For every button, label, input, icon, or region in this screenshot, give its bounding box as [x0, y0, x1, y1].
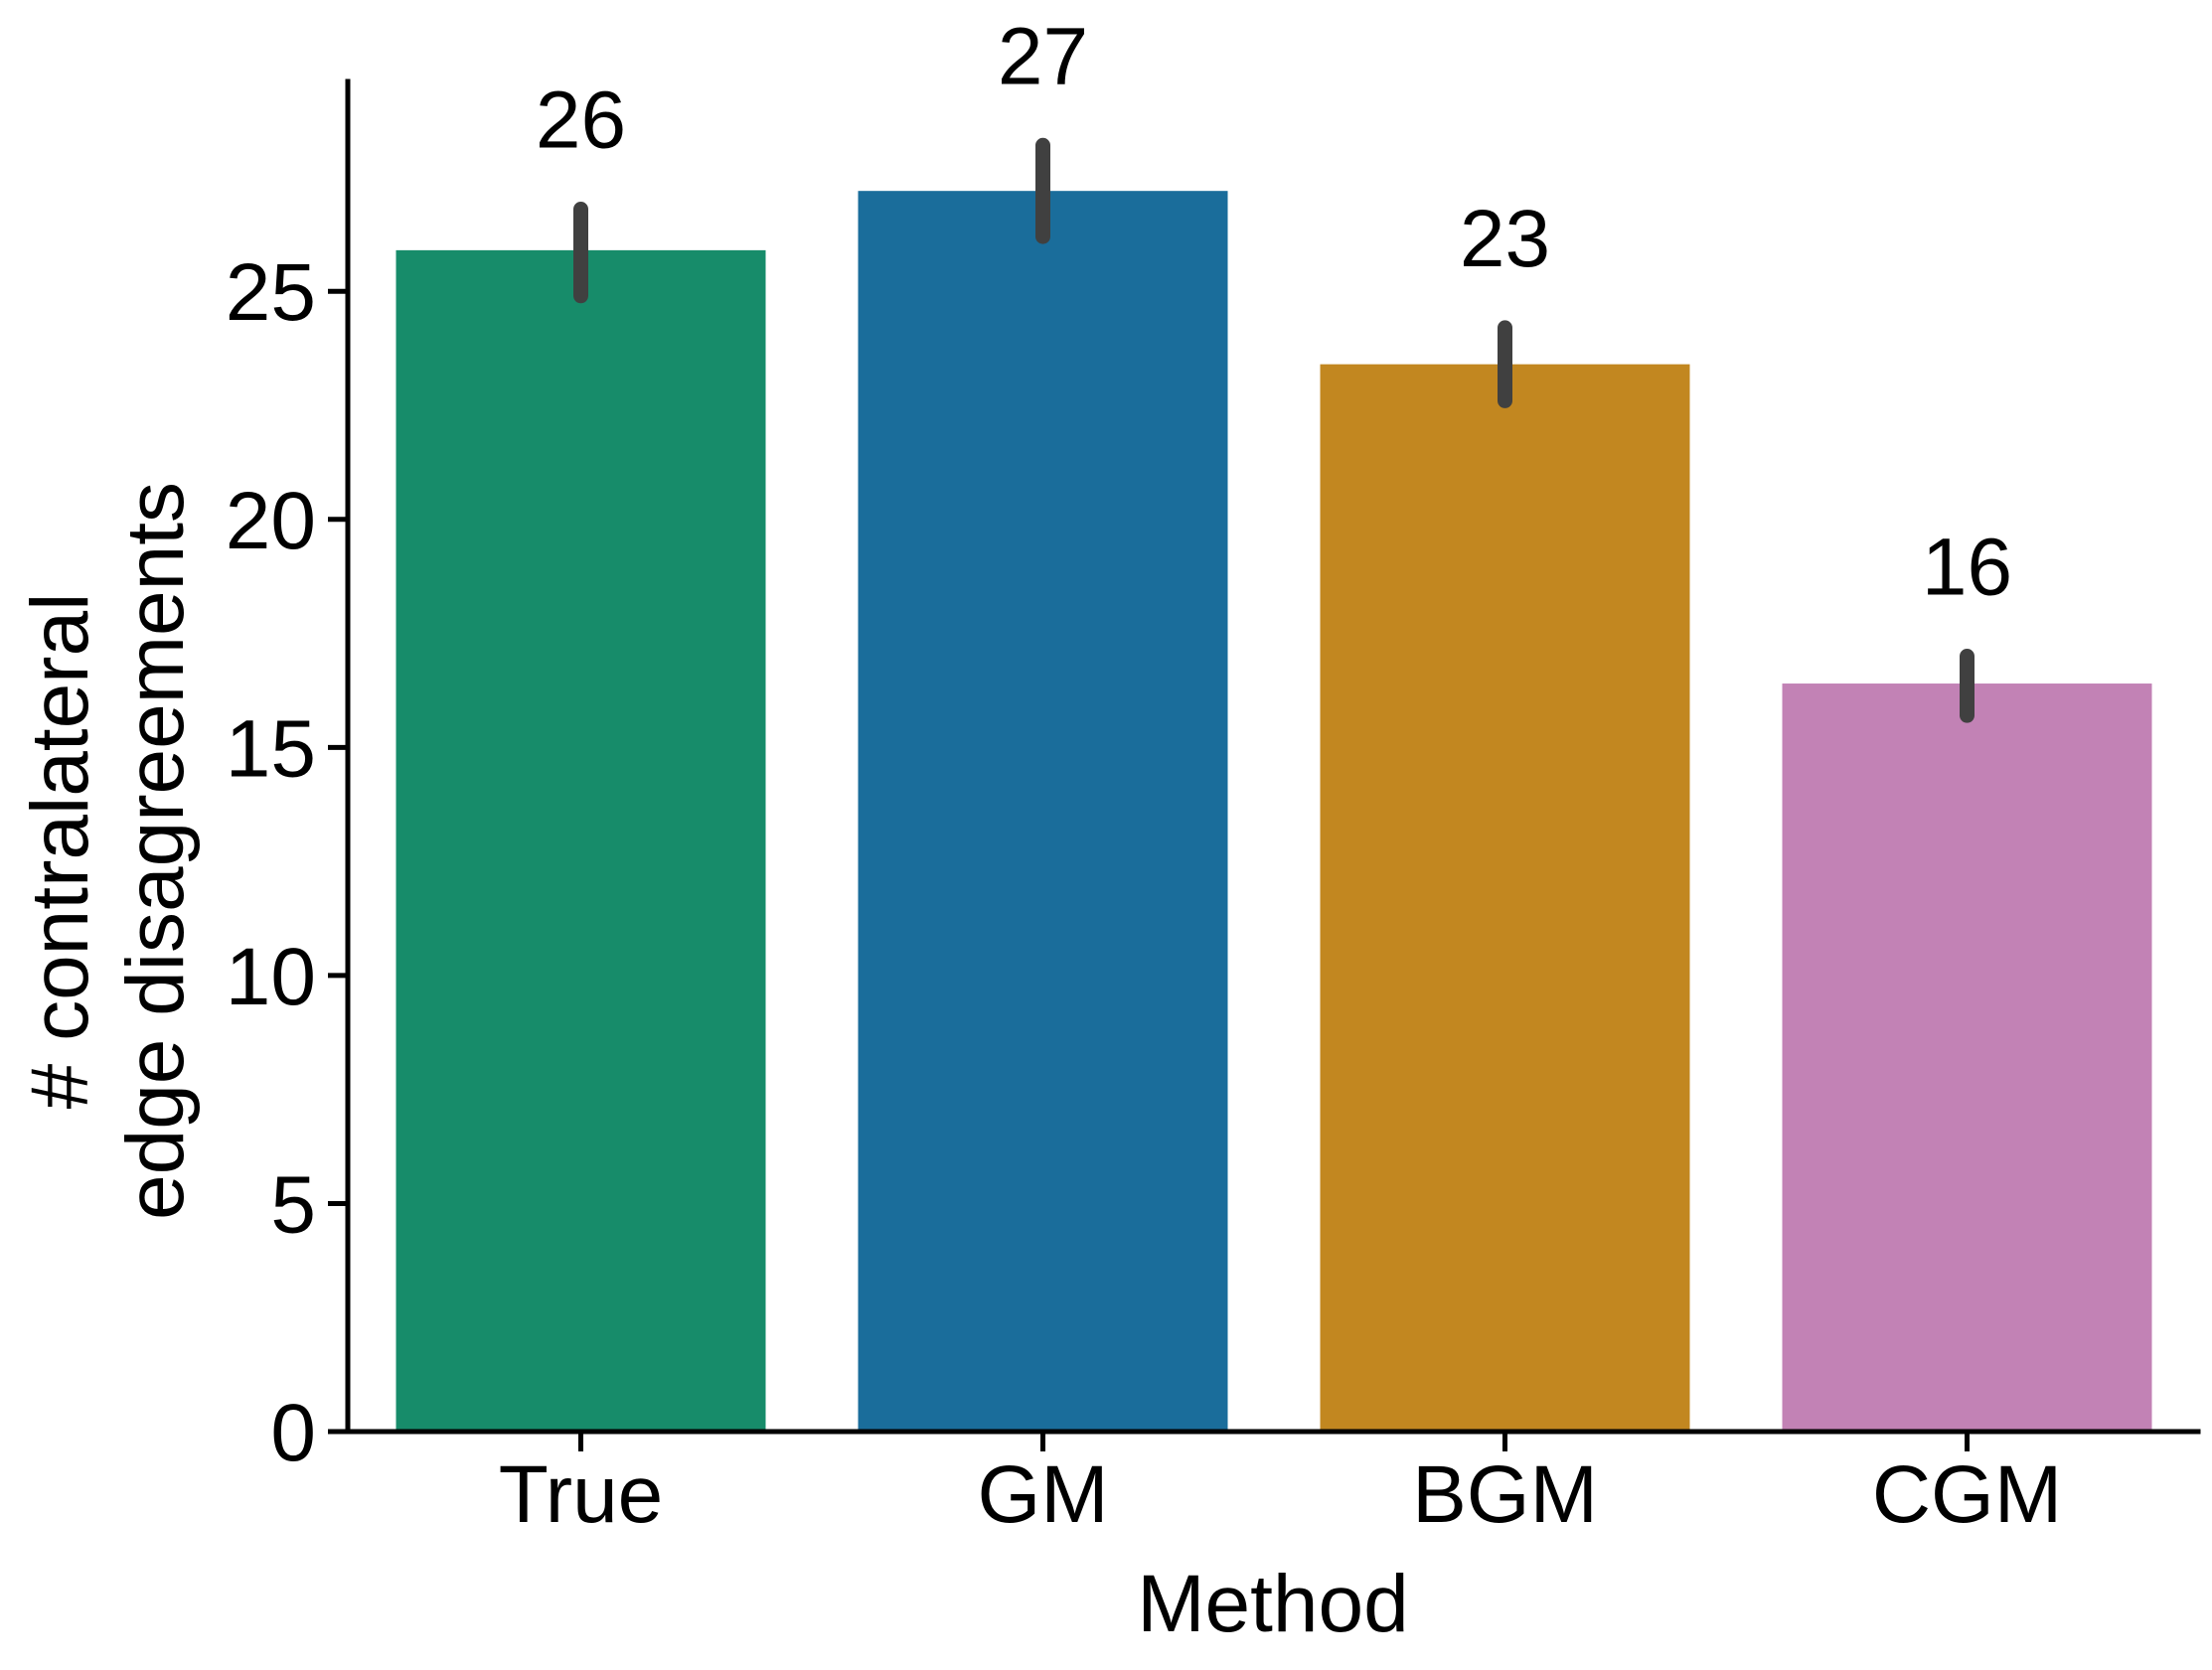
y-tick-label-5: 5 [270, 1159, 316, 1250]
y-axis-label-line-1: # contralateral [15, 593, 105, 1110]
bar-bgm [1320, 364, 1690, 1432]
bar-cgm [1782, 683, 2152, 1432]
x-axis-label: Method [1137, 1559, 1409, 1649]
y-tick-label-10: 10 [226, 932, 316, 1022]
value-labels-layer: 26 27 23 16 [536, 11, 2012, 612]
y-tick-label-20: 20 [226, 476, 316, 566]
x-tick-label-true: True [499, 1449, 664, 1540]
value-label-true: 26 [536, 76, 626, 166]
x-tick-label-bgm: BGM [1412, 1449, 1598, 1540]
bar-true [395, 249, 766, 1432]
x-ticks-layer: True GM BGM CGM [499, 1432, 2062, 1540]
y-tick-label-15: 15 [226, 703, 316, 794]
error-bars-layer [573, 137, 1975, 723]
value-label-cgm: 16 [1922, 522, 2012, 612]
y-axis-label-line-2: edge disagreements [110, 482, 201, 1220]
x-tick-label-gm: GM [977, 1449, 1108, 1540]
axes-layer [345, 78, 2201, 1435]
bar-gm [858, 191, 1228, 1432]
value-label-bgm: 23 [1460, 194, 1550, 284]
y-ticks-layer: 0 5 10 15 20 25 [226, 247, 348, 1478]
y-tick-label-25: 25 [226, 247, 316, 338]
y-tick-label-0: 0 [270, 1388, 316, 1478]
value-label-gm: 27 [998, 11, 1088, 101]
x-tick-label-cgm: CGM [1872, 1449, 2062, 1540]
bars-layer [395, 191, 2152, 1432]
